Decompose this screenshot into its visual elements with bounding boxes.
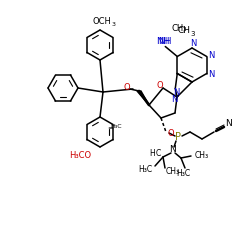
Text: O: O: [168, 128, 174, 138]
Text: 3: 3: [112, 22, 116, 28]
Text: H₃C: H₃C: [110, 124, 122, 130]
Polygon shape: [137, 91, 149, 105]
Text: N: N: [224, 120, 232, 128]
Text: NH: NH: [158, 37, 172, 46]
Text: =: =: [107, 125, 113, 131]
Text: H₃C: H₃C: [138, 166, 152, 174]
Text: O: O: [157, 80, 163, 90]
Text: N: N: [173, 88, 180, 97]
Text: N: N: [170, 146, 176, 154]
Text: P: P: [175, 132, 181, 142]
Text: CH₃: CH₃: [195, 150, 209, 160]
Text: C: C: [156, 148, 160, 158]
Text: N: N: [208, 51, 215, 60]
Text: H₃CO: H₃CO: [69, 152, 91, 160]
Text: H₃C: H₃C: [176, 170, 190, 178]
Text: H: H: [149, 148, 155, 158]
Text: OCH: OCH: [92, 16, 112, 26]
Text: O: O: [124, 82, 130, 92]
Text: 3: 3: [190, 32, 195, 38]
Text: NH: NH: [156, 37, 170, 46]
Text: N: N: [208, 70, 215, 79]
Text: N: N: [190, 40, 196, 48]
Text: CH₃: CH₃: [172, 24, 187, 33]
Text: N: N: [171, 96, 177, 104]
Text: CH₃: CH₃: [166, 168, 180, 176]
Text: CH: CH: [177, 26, 190, 35]
